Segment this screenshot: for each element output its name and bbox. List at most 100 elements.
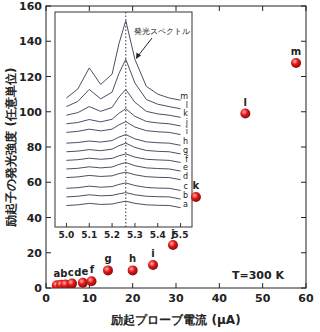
y-tick-label: 40 <box>27 212 43 225</box>
series-label: k <box>183 109 188 118</box>
x-tick <box>46 283 47 288</box>
y-tick-label: 80 <box>27 141 43 154</box>
spectrum-line <box>66 143 180 154</box>
data-point <box>78 278 88 288</box>
point-label: f <box>90 264 95 275</box>
x-tick-label: 40 <box>212 292 228 305</box>
peak-line <box>125 12 126 227</box>
spectrum-line <box>66 201 180 207</box>
inset-annotation: 発光スペクトル <box>134 26 190 36</box>
y-tick-label: 120 <box>19 71 42 84</box>
point-label: h <box>129 253 136 264</box>
inset-x-tick <box>66 223 67 227</box>
y-tick <box>301 182 306 183</box>
series-label: g <box>183 146 188 155</box>
spectrum-line <box>66 59 180 108</box>
x-tick <box>306 283 307 288</box>
point-label: b <box>60 268 67 279</box>
spectrum-line <box>66 135 180 146</box>
x-tick <box>176 6 177 11</box>
data-point <box>291 58 301 68</box>
x-tick <box>176 283 177 288</box>
y-tick <box>301 288 306 289</box>
y-tick-label: 20 <box>27 247 43 260</box>
x-tick <box>219 6 220 11</box>
inset-x-tick-label: 5.3 <box>127 230 143 240</box>
x-tick-label: 60 <box>298 292 314 305</box>
data-point <box>103 265 113 275</box>
inset-x-tick <box>112 223 113 227</box>
x-tick <box>219 283 220 288</box>
point-label: a <box>53 268 60 279</box>
chart: 0102030405060020406080100120140160励起プローブ… <box>0 0 320 332</box>
spectrum-line <box>66 109 180 126</box>
y-tick <box>46 252 51 253</box>
y-tick <box>46 147 51 148</box>
y-tick-label: 60 <box>27 176 43 189</box>
y-tick <box>46 217 51 218</box>
inset-x-tick <box>134 223 135 227</box>
point-label: m <box>291 46 301 57</box>
series-label: l <box>186 101 188 110</box>
y-tick <box>301 111 306 112</box>
spectrum-line <box>66 154 180 163</box>
y-axis-title: 励起子の発光強度 (任意単位) <box>4 67 18 227</box>
y-tick <box>46 41 51 42</box>
data-point <box>191 192 201 202</box>
x-axis-title: 励起プローブ電流 (μA) <box>110 313 240 327</box>
inset-frame <box>55 12 192 227</box>
y-tick <box>301 252 306 253</box>
data-point <box>240 109 250 119</box>
series-label: d <box>183 172 188 181</box>
y-tick-label: 100 <box>19 106 42 119</box>
x-tick-label: 50 <box>255 292 271 305</box>
point-label: j <box>170 228 174 239</box>
y-tick <box>301 76 306 77</box>
inset-x-tick-label: 5.0 <box>58 230 74 240</box>
x-tick <box>132 6 133 11</box>
inset-x-tick-label: 5.1 <box>81 230 97 240</box>
data-point <box>87 276 97 286</box>
point-label: g <box>104 253 111 264</box>
x-tick <box>262 283 263 288</box>
point-label: c <box>68 267 74 278</box>
x-tick-label: 0 <box>42 292 50 305</box>
point-label: d <box>74 267 81 278</box>
y-tick <box>301 217 306 218</box>
spectrum-line <box>66 183 180 191</box>
y-tick-label: 160 <box>19 0 42 13</box>
inset-x-tick <box>157 223 158 227</box>
y-tick <box>46 111 51 112</box>
plot-frame <box>46 6 306 288</box>
x-tick <box>89 6 90 11</box>
x-tick <box>262 6 263 11</box>
point-label: e <box>81 266 88 277</box>
series-label: c <box>184 182 188 191</box>
data-point <box>148 260 158 270</box>
y-tick <box>301 147 306 148</box>
inset-x-tick <box>180 223 181 227</box>
point-label: l <box>244 97 247 108</box>
y-tick <box>46 182 51 183</box>
inset-x-tick-label: 5.4 <box>150 230 166 240</box>
data-point <box>67 279 77 288</box>
series-label: h <box>183 137 188 146</box>
spectrum-line <box>66 89 180 117</box>
y-tick <box>46 76 51 77</box>
x-tick <box>132 283 133 288</box>
annotation-arrowhead <box>136 53 141 60</box>
series-label: m <box>180 92 188 101</box>
y-tick <box>46 288 51 289</box>
points <box>52 58 301 288</box>
spectrum-line <box>66 163 180 172</box>
series-label: b <box>183 191 188 200</box>
x-tick-label: 10 <box>82 292 98 305</box>
inset-lines <box>66 12 180 227</box>
point-label: k <box>193 180 200 191</box>
y-tick <box>46 6 51 7</box>
data-point <box>128 265 138 275</box>
x-tick-label: 20 <box>125 292 141 305</box>
series-label: i <box>186 127 188 136</box>
y-tick-label: 0 <box>34 282 42 295</box>
annotation-arrow <box>138 38 152 56</box>
